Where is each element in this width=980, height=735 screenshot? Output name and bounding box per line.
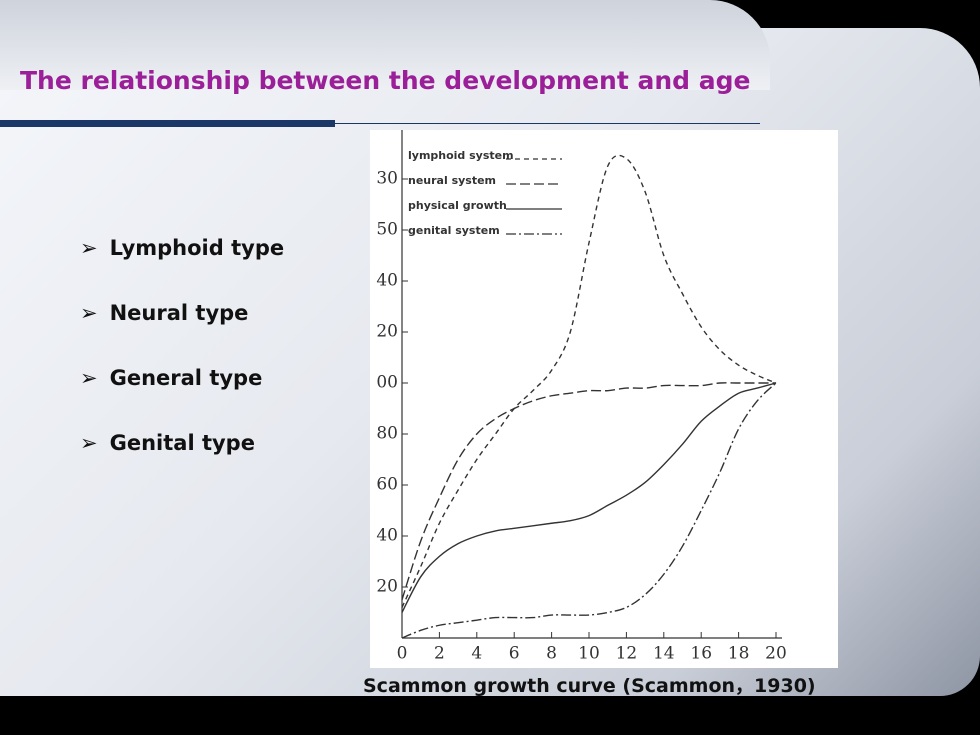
x-tick-label: 8 bbox=[546, 644, 557, 664]
x-tick-label: 6 bbox=[509, 644, 520, 664]
y-tick-label: 50 bbox=[376, 220, 398, 240]
y-tick-label: 30 bbox=[376, 169, 398, 189]
series-line bbox=[401, 382, 777, 639]
legend-label: genital system bbox=[408, 224, 500, 237]
bullet: General type bbox=[80, 366, 284, 431]
x-tick-label: 2 bbox=[434, 644, 445, 664]
y-tick-label: 80 bbox=[376, 424, 398, 444]
x-tick-label: 20 bbox=[765, 644, 787, 664]
y-tick-label: 00 bbox=[376, 373, 398, 393]
title-tab bbox=[0, 0, 770, 90]
y-tick-label: 40 bbox=[376, 271, 398, 291]
legend-label: neural system bbox=[408, 174, 496, 187]
x-tick-label: 14 bbox=[653, 644, 675, 664]
bullet: Genital type bbox=[80, 431, 284, 496]
legend-label: physical growth bbox=[408, 199, 507, 212]
y-tick-label: 40 bbox=[376, 526, 398, 546]
title-bar bbox=[0, 120, 335, 127]
x-tick-label: 18 bbox=[728, 644, 750, 664]
x-tick-label: 12 bbox=[616, 644, 638, 664]
series-line bbox=[401, 154, 777, 608]
chart: 20 40 60 80 00 20 40 50 30 0 2 4 6 8 10 12 14 16 18 20 lymph… bbox=[370, 130, 838, 668]
x-tick-label: 4 bbox=[471, 644, 482, 664]
x-tick-label: 10 bbox=[578, 644, 600, 664]
y-tick-label: 20 bbox=[376, 322, 398, 342]
x-tick-label: 0 bbox=[397, 644, 408, 664]
series-line bbox=[401, 382, 776, 600]
series-line bbox=[401, 382, 777, 613]
chart-background bbox=[370, 130, 838, 668]
slide-title: The relationship between the development… bbox=[20, 66, 751, 95]
y-tick-label: 20 bbox=[376, 577, 398, 597]
legend-label: lymphoid system bbox=[408, 149, 514, 162]
caption: Scammon growth curve (Scammon，1930) bbox=[363, 675, 816, 697]
title-rule bbox=[335, 123, 760, 124]
bullet: Lymphoid type bbox=[80, 236, 284, 301]
bullet-list: Lymphoid type Neural type General type G… bbox=[80, 236, 284, 496]
y-tick-label: 60 bbox=[376, 475, 398, 495]
x-tick-label: 16 bbox=[690, 644, 712, 664]
bullet: Neural type bbox=[80, 301, 284, 366]
